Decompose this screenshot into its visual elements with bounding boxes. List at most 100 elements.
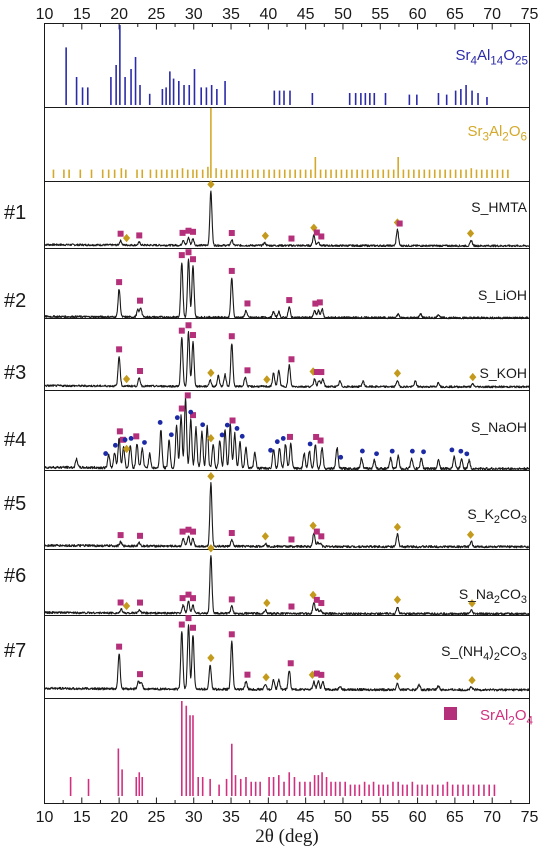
sr4al14o25-marker [421, 449, 426, 455]
sr4al14o25-marker [112, 442, 118, 448]
sr4al14o25-marker [409, 448, 415, 454]
x-tick-label-bottom: 55 [371, 809, 389, 826]
x-tick-label-bottom: 30 [185, 809, 203, 826]
sr3al2o6-marker [468, 599, 476, 608]
sr3al2o6-marker [309, 367, 317, 376]
sr4al14o25-marker [374, 451, 379, 457]
sral2o4-marker [189, 228, 196, 235]
sral2o4-marker [228, 596, 235, 603]
sr4al14o25-marker [224, 422, 230, 428]
sral2o4-marker [228, 631, 235, 638]
sample-panel-3: S_KOH [44, 322, 530, 389]
sral2o4-marker [137, 671, 144, 678]
x-tick-label-top: 75 [521, 6, 539, 23]
sr3al2o6-marker [393, 369, 402, 378]
sr4al14o25-marker [280, 436, 286, 441]
sr4al14o25-marker [359, 448, 365, 454]
sample-name: S_KOH [480, 365, 527, 381]
sample-id-label: #2 [4, 290, 26, 312]
axis-ticks: 10 10 15 15 20 20 25 25 30 30 35 35 40 40 45 45 50 50 55 55… [36, 6, 539, 826]
sample-panel-5: S_K2CO3 [43, 472, 531, 549]
sral2o4-marker [229, 417, 236, 424]
sr4al14o25-marker [200, 422, 206, 428]
sral2o4-marker [288, 536, 295, 543]
sample-panel-1: S_HMTA [44, 180, 530, 248]
sral2o4-marker [178, 252, 185, 259]
sr3al2o6-marker [393, 672, 402, 681]
sr4al14o25-marker [174, 415, 180, 421]
sral2o4-marker [189, 528, 196, 535]
sral2o4-marker [117, 599, 124, 606]
sr3al2o6-marker [207, 472, 215, 481]
x-tick-label-bottom: 25 [148, 809, 166, 826]
sral2o4-marker [189, 256, 196, 263]
sample-id-label: #1 [4, 202, 26, 224]
sr3al2o6-marker [122, 233, 131, 243]
x-tick-label-bottom: 40 [259, 809, 277, 826]
sral2o4-marker [318, 233, 325, 240]
panel-separators [44, 107, 530, 699]
sral2o4-marker [178, 621, 185, 628]
sample-name: S_(NH4)2CO3 [441, 643, 527, 663]
sral2o4-marker [179, 595, 186, 602]
xrd-pattern-line [43, 258, 530, 320]
sral2o4-marker [137, 368, 144, 375]
sral2o4-marker [185, 322, 192, 329]
sral2o4-marker [179, 229, 186, 236]
sr3al2o6-marker [262, 673, 270, 682]
x-tick-label-top: 10 [36, 6, 54, 23]
sral2o4-marker [318, 600, 325, 607]
sr3al2o6-marker [207, 180, 215, 189]
xrd-pattern-line [44, 555, 530, 616]
sral2o4-marker [116, 346, 123, 353]
x-tick-label-top: 45 [297, 6, 315, 23]
sral2o4-marker [318, 533, 325, 540]
sral2o4-marker [117, 532, 124, 539]
sral2o4-marker [318, 369, 325, 376]
x-tick-label-top: 60 [409, 6, 427, 23]
sr3al2o6-marker [261, 231, 269, 240]
sr3al2o6-marker [393, 595, 402, 604]
sample-panel-2: S_LiOH [43, 249, 530, 320]
sral2o4-marker [189, 595, 196, 602]
sral2o4-marker [185, 227, 192, 234]
sral2o4-marker [288, 603, 295, 610]
x-tick-label-top: 40 [259, 6, 277, 23]
sral2o4-marker [244, 671, 251, 678]
sr3al2o6-marker [263, 598, 271, 608]
sample-name: S_Na2CO3 [459, 586, 527, 606]
sr4al14o25-marker [274, 439, 280, 445]
sr3al2o6-marker [207, 653, 215, 663]
sral2o4-marker [178, 405, 185, 412]
sr4al14o25-marker [234, 426, 240, 431]
sample-id-label: #4 [4, 429, 26, 451]
x-tick-label-bottom: 45 [297, 809, 315, 826]
sample-name: S_K2CO3 [467, 506, 527, 526]
sral2o4-marker [179, 528, 186, 535]
sral2o4-marker [185, 526, 192, 533]
sral2o4-marker [228, 230, 235, 237]
sr4al14o25-marker [128, 436, 134, 441]
sral2o4-marker [228, 267, 235, 274]
sample-panel-7: S_(NH4)2CO3 [43, 615, 530, 692]
sample-panel-4: S_NaOH [43, 392, 531, 471]
sample-panel-6: S_Na2CO3 [44, 544, 530, 616]
sr4al14o25-marker [389, 448, 395, 454]
sr4al14o25-marker [122, 437, 128, 443]
sr4al14o25-marker [268, 447, 273, 453]
sral2o4-marker [189, 412, 196, 419]
sral2o4-marker [137, 532, 144, 539]
sample-name: S_HMTA [471, 199, 527, 215]
sample-name: S_LiOH [478, 287, 527, 303]
xrd-pattern-line [43, 397, 531, 471]
sr3al2o6-marker [393, 522, 402, 532]
reference-panel-1: Sr4Al14O25 [65, 25, 528, 105]
x-tick-label-top: 20 [110, 6, 128, 23]
sral2o4-marker [313, 229, 320, 236]
sral2o4-marker [228, 333, 235, 340]
sr4al14o25-marker [449, 447, 455, 453]
sral2o4-marker [313, 670, 320, 677]
x-tick-label-top: 15 [73, 6, 91, 23]
x-tick-label-top: 25 [148, 6, 166, 23]
